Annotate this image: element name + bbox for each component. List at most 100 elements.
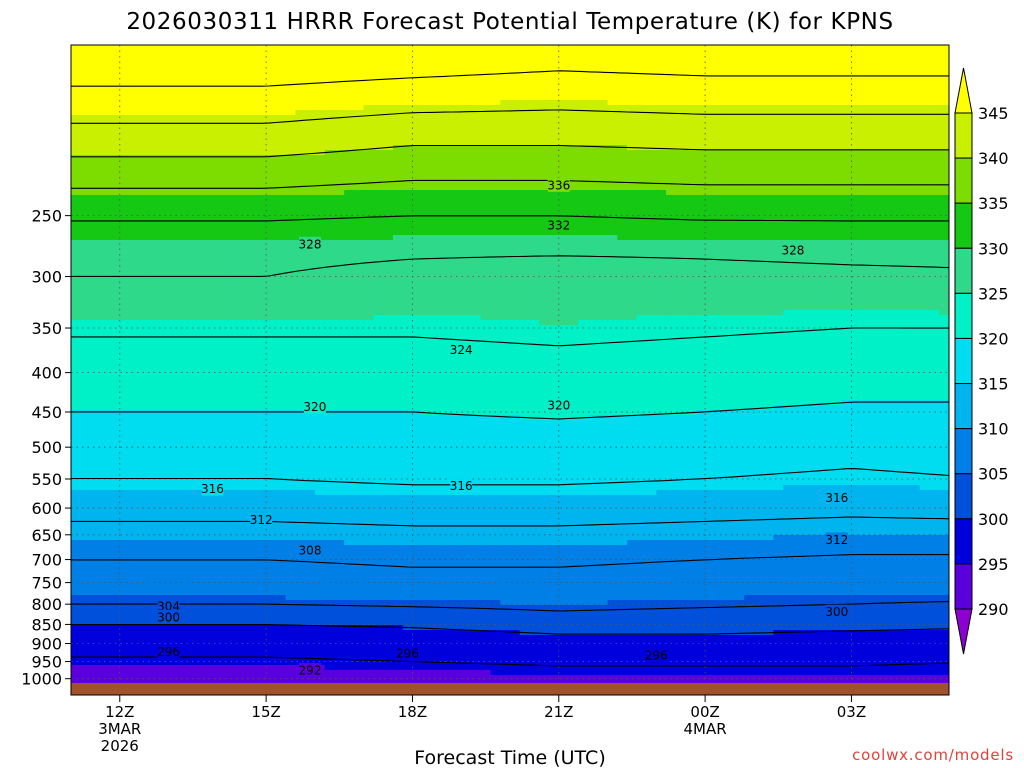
contour-fill-cell [383, 295, 394, 301]
contour-fill-cell [90, 665, 101, 671]
contour-fill-cell [217, 60, 228, 66]
contour-fill-cell [334, 155, 345, 161]
contour-fill-cell [110, 250, 121, 256]
contour-fill-cell [363, 485, 375, 491]
contour-fill-cell [158, 235, 170, 241]
contour-fill-cell [129, 90, 140, 96]
contour-fill-cell [314, 90, 326, 96]
contour-fill-cell [295, 380, 306, 386]
contour-fill-cell [110, 660, 121, 666]
contour-fill-cell [256, 145, 267, 151]
contour-fill-cell [90, 240, 101, 246]
contour-fill-cell [324, 645, 335, 651]
contour-fill-cell [295, 55, 306, 61]
contour-fill-cell [168, 445, 179, 451]
contour-fill-cell [71, 500, 82, 506]
contour-fill-cell [149, 265, 160, 271]
contour-fill-cell [217, 380, 228, 386]
contour-fill-cell [227, 660, 238, 666]
contour-fill-cell [305, 90, 316, 96]
contour-fill-cell [217, 80, 228, 86]
contour-fill-cell [363, 90, 375, 96]
contour-fill-cell [266, 45, 277, 51]
contour-fill-cell [402, 105, 414, 111]
contour-fill-cell [80, 75, 92, 81]
contour-fill-cell [217, 145, 228, 151]
contour-fill-cell [344, 640, 355, 646]
contour-fill-cell [314, 640, 326, 646]
contour-fill-cell [158, 625, 170, 631]
contour-fill-cell [139, 125, 150, 131]
contour-fill-cell [363, 675, 375, 681]
contour-fill-cell [90, 110, 101, 116]
contour-fill-cell [129, 115, 140, 121]
contour-fill-cell [197, 420, 209, 426]
contour-fill-cell [139, 275, 150, 281]
contour-fill-cell [71, 235, 82, 241]
contour-fill-cell [207, 600, 218, 606]
contour-fill-cell [363, 455, 375, 461]
contour-fill-cell [431, 395, 443, 401]
contour-fill-cell [80, 545, 92, 551]
contour-fill-cell [392, 435, 404, 441]
contour-fill-cell [168, 395, 179, 401]
contour-fill-cell [402, 265, 414, 271]
contour-fill-cell [178, 350, 189, 356]
contour-fill-cell [431, 60, 443, 66]
contour-fill-cell [392, 205, 404, 211]
contour-fill-cell [392, 150, 404, 156]
contour-fill-cell [363, 555, 375, 561]
contour-fill-cell [285, 535, 296, 541]
contour-fill-cell [100, 610, 111, 616]
contour-fill-cell [441, 270, 453, 276]
contour-fill-cell [275, 260, 287, 266]
contour-fill-cell [305, 625, 316, 631]
contour-fill-cell [266, 595, 277, 601]
contour-fill-cell [344, 260, 355, 266]
contour-fill-cell [441, 90, 453, 96]
contour-fill-cell [217, 255, 228, 261]
contour-fill-cell [197, 625, 209, 631]
contour-fill-cell [236, 630, 248, 636]
contour-fill-cell [344, 395, 355, 401]
contour-fill-cell [71, 520, 82, 526]
contour-fill-cell [188, 200, 199, 206]
contour-fill-cell [129, 225, 140, 231]
contour-fill-cell [80, 230, 92, 236]
contour-fill-cell [285, 215, 296, 221]
contour-fill-cell [314, 445, 326, 451]
contour-fill-cell [197, 405, 209, 411]
contour-fill-cell [324, 55, 335, 61]
contour-fill-cell [431, 465, 443, 471]
contour-fill-cell [168, 385, 179, 391]
contour-fill-cell [236, 545, 248, 551]
contour-fill-cell [246, 320, 257, 326]
contour-fill-cell [275, 600, 287, 606]
contour-fill-cell [119, 115, 131, 121]
contour-fill-cell [129, 655, 140, 661]
contour-fill-cell [256, 340, 267, 346]
contour-fill-cell [246, 175, 257, 181]
contour-fill-cell [71, 205, 82, 211]
contour-fill-cell [402, 345, 414, 351]
contour-fill-cell [71, 160, 82, 166]
contour-fill-cell [71, 565, 82, 571]
contour-fill-cell [158, 405, 170, 411]
contour-fill-cell [197, 145, 209, 151]
contour-fill-cell [256, 565, 267, 571]
contour-fill-cell [363, 665, 375, 671]
contour-fill-cell [207, 640, 218, 646]
contour-fill-cell [383, 385, 394, 391]
contour-fill-cell [110, 615, 121, 621]
contour-fill-cell [217, 505, 228, 511]
contour-fill-cell [334, 240, 345, 246]
contour-fill-cell [392, 540, 404, 546]
contour-fill-cell [100, 245, 111, 251]
contour-fill-cell [129, 310, 140, 316]
contour-fill-cell [392, 100, 404, 106]
contour-fill-cell [256, 245, 267, 251]
contour-fill-cell [188, 525, 199, 531]
contour-fill-cell [266, 165, 277, 171]
contour-fill-cell [373, 50, 384, 56]
contour-fill-cell [285, 325, 296, 331]
